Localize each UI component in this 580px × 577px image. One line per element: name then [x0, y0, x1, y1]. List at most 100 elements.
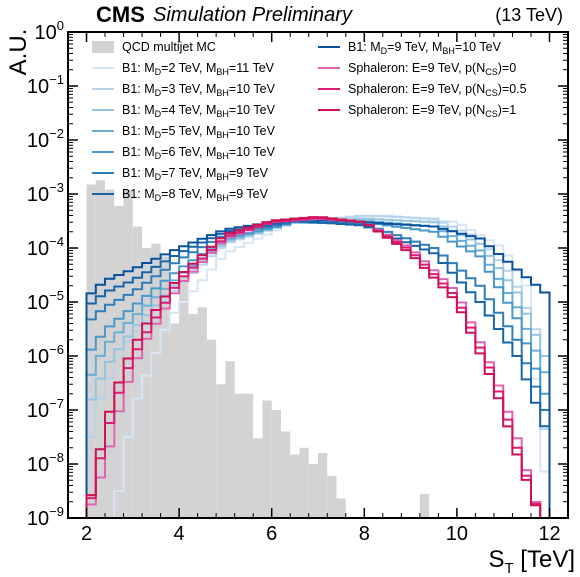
legend-entry-9: Sphaleron: E=9 TeV, p(NCS)=0 [318, 61, 516, 77]
background-bin-25 [318, 452, 328, 518]
legend-label-sub: BH [216, 172, 229, 182]
y-tick-label: 10−3 [27, 180, 64, 206]
y-tick-label-exp: −4 [49, 234, 64, 249]
legend-label: B1: MD=5 TeV, MBH=10 TeV [122, 124, 276, 140]
legend-label-sub: BH [216, 193, 229, 203]
x-tick-label: 12 [538, 523, 560, 545]
y-tick-label-base: 10 [27, 184, 49, 206]
background-bin-9 [169, 323, 180, 518]
legend-label-sub: D [155, 130, 162, 140]
legend-label-part: =10 TeV [229, 103, 276, 117]
legend-label-part: =9 TeV [229, 166, 269, 180]
legend-label-part: =10 TeV [455, 40, 502, 54]
legend-entry-4: B1: MD=5 TeV, MBH=10 TeV [92, 124, 276, 140]
background-bin-1 [95, 180, 106, 519]
legend-label-part: B1: M [122, 82, 155, 96]
legend-label-part: =8 TeV, M [161, 187, 216, 201]
legend-label-sub: BH [216, 67, 229, 77]
legend-entry-0: QCD multijet MC [92, 40, 216, 54]
y-tick-label-exp: −1 [49, 72, 64, 87]
y-tick-label: 10−9 [27, 504, 64, 530]
legend-entry-5: B1: MD=6 TeV, MBH=10 TeV [92, 145, 276, 161]
background-histogram [86, 180, 430, 519]
legend-label-part: =7 TeV, M [161, 166, 216, 180]
y-tick-label: 10−8 [27, 450, 64, 476]
legend-label-part: =2 TeV, M [161, 61, 216, 75]
legend-label: B1: MD=4 TeV, MBH=10 TeV [122, 103, 276, 119]
y-tick-label-exp: −3 [49, 180, 64, 195]
legend-label-part: =5 TeV, M [161, 124, 216, 138]
y-tick-label-base: 10 [27, 130, 49, 152]
legend-label-part: )=1 [498, 103, 516, 117]
legend-label-part: B1: M [348, 40, 381, 54]
background-bin-28 [419, 493, 430, 518]
background-bin-19 [262, 400, 272, 518]
x-axis-title-main: S [488, 546, 504, 573]
legend-label-sub: D [155, 172, 162, 182]
y-tick-label-base: 10 [27, 238, 49, 260]
background-bin-12 [197, 307, 207, 518]
background-bin-27 [336, 498, 346, 518]
legend-swatch [92, 41, 114, 53]
legend-entry-10: Sphaleron: E=9 TeV, p(NCS)=0.5 [318, 82, 527, 98]
legend-label-sub: CS [485, 109, 498, 119]
background-bin-24 [308, 464, 318, 518]
legend-label: QCD multijet MC [122, 40, 216, 54]
background-bin-7 [151, 243, 161, 518]
legend-label-part: =6 TeV, M [161, 145, 216, 159]
legend-entry-8: B1: MD=9 TeV, MBH=10 TeV [318, 40, 502, 56]
background-bin-0 [86, 184, 96, 518]
background-bin-23 [299, 447, 309, 518]
legend-label-part: B1: M [122, 103, 155, 117]
legend-entry-11: Sphaleron: E=9 TeV, p(NCS)=1 [318, 103, 516, 119]
background-bin-6 [142, 248, 152, 518]
y-tick-label-exp: 0 [57, 18, 64, 33]
background-bin-26 [327, 475, 337, 518]
y-tick-label-exp: −5 [49, 288, 64, 303]
legend-label-part: Sphaleron: E=9 TeV, p(N [348, 82, 485, 96]
background-bin-18 [253, 438, 263, 518]
y-tick-label-base: 10 [27, 76, 49, 98]
x-tick-label: 6 [266, 523, 277, 545]
background-bin-13 [206, 339, 217, 518]
legend-label: Sphaleron: E=9 TeV, p(NCS)=1 [348, 103, 516, 119]
legend-label-sub: D [155, 193, 162, 203]
y-tick-label-base: 10 [35, 22, 57, 44]
legend-label-part: B1: M [122, 124, 155, 138]
legend-label-part: =4 TeV, M [161, 103, 216, 117]
legend-entry-1: B1: MD=2 TeV, MBH=11 TeV [92, 61, 275, 77]
y-tick-label-exp: −7 [49, 396, 64, 411]
y-tick-label-exp: −8 [49, 450, 64, 465]
y-tick-label-base: 10 [27, 454, 49, 476]
legend-entry-6: B1: MD=7 TeV, MBH=9 TeV [92, 166, 269, 182]
y-tick-label: 10−4 [27, 234, 64, 260]
legend-label: B1: MD=6 TeV, MBH=10 TeV [122, 145, 276, 161]
y-tick-label: 10−1 [27, 72, 64, 98]
legend-label: B1: MD=8 TeV, MBH=9 TeV [122, 187, 269, 203]
y-tick-label-base: 10 [27, 508, 49, 530]
legend-label-sub: BH [216, 109, 229, 119]
legend-label-part: B1: M [122, 187, 155, 201]
background-bin-4 [123, 189, 133, 518]
background-bin-22 [290, 454, 300, 518]
y-tick-label-exp: −2 [49, 126, 64, 141]
signal-series [85, 214, 551, 519]
legend-label-part: Sphaleron: E=9 TeV, p(N [348, 61, 485, 75]
legend-label-part: B1: M [122, 61, 155, 75]
background-bin-11 [188, 313, 198, 518]
legend-label-part: =10 TeV [229, 145, 276, 159]
legend-label: Sphaleron: E=9 TeV, p(NCS)=0 [348, 61, 516, 77]
legend-label-part: =3 TeV, M [161, 82, 216, 96]
x-tick-label: 10 [446, 523, 468, 545]
axis-tick-labels: 2 4 6 8 10 1210−910−810−710−610−510−410−310−2… [27, 18, 561, 545]
x-axis-title: ST [TeV] [488, 546, 575, 577]
legend-label: B1: MD=7 TeV, MBH=9 TeV [122, 166, 269, 182]
background-bin-5 [132, 226, 143, 519]
y-tick-label-base: 10 [27, 346, 49, 368]
x-axis-title-rest: [TeV] [514, 546, 575, 573]
background-bin-3 [114, 205, 124, 518]
legend-label-sub: D [155, 88, 162, 98]
